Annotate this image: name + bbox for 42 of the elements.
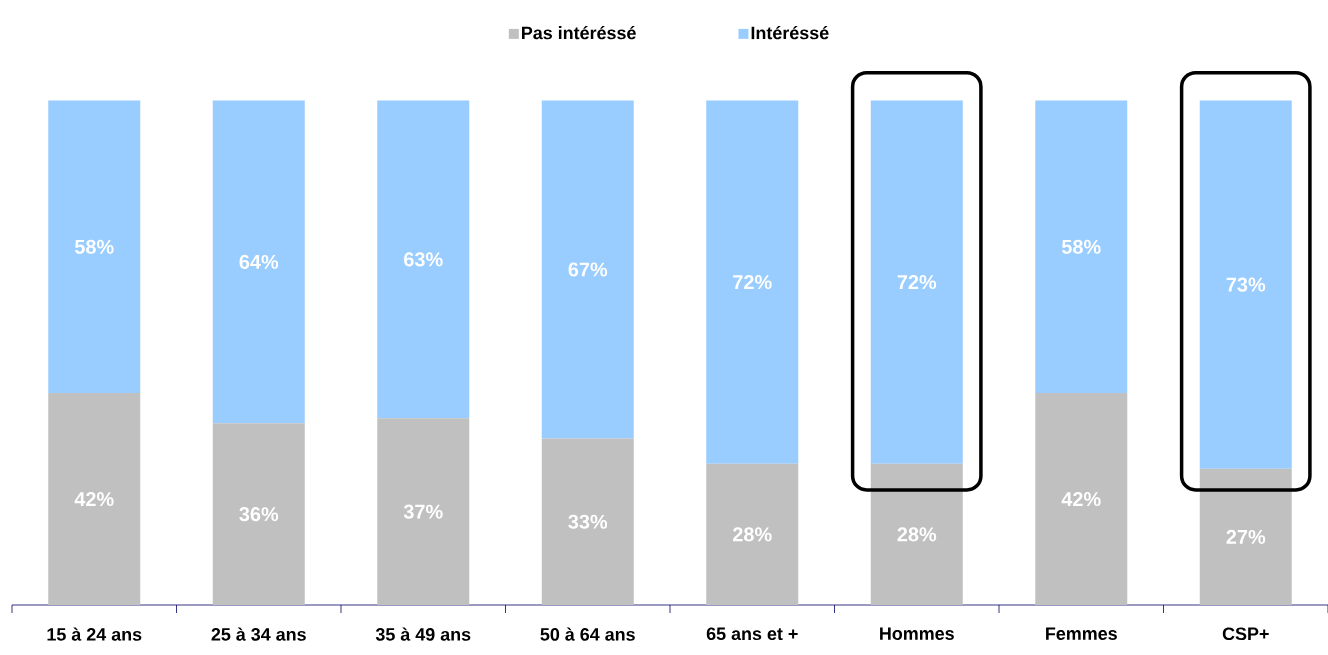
data-label: 64% bbox=[239, 254, 279, 269]
bar bbox=[48, 100, 141, 394]
data-label: 67% bbox=[568, 262, 608, 277]
data-label: 33% bbox=[568, 514, 608, 529]
data-label: 73% bbox=[1226, 277, 1266, 292]
x-tick-label: 25 à 34 ans bbox=[211, 627, 306, 641]
data-label: 58% bbox=[74, 239, 114, 254]
data-label: 63% bbox=[404, 252, 443, 267]
data-label: 27% bbox=[1226, 529, 1266, 544]
bar bbox=[541, 438, 634, 605]
legend-label: Pas intéréssé bbox=[522, 25, 636, 40]
x-tick-label: 15 à 24 ans bbox=[47, 627, 142, 641]
bar bbox=[870, 100, 963, 464]
data-label: 36% bbox=[239, 507, 279, 522]
data-label: 72% bbox=[733, 275, 772, 290]
bar bbox=[377, 100, 470, 419]
data-label: 28% bbox=[897, 527, 937, 542]
bar bbox=[1035, 393, 1128, 605]
bar bbox=[870, 463, 963, 605]
data-label: 42% bbox=[1061, 492, 1101, 507]
bar bbox=[706, 100, 799, 464]
data-label: 42% bbox=[74, 492, 114, 507]
bar bbox=[1199, 468, 1292, 605]
bar bbox=[48, 393, 141, 605]
x-tick-label: CSP+ bbox=[1222, 627, 1269, 641]
bar bbox=[212, 423, 305, 605]
data-label: 72% bbox=[897, 275, 937, 290]
data-label: 37% bbox=[403, 504, 443, 519]
bar bbox=[1035, 100, 1128, 394]
bar bbox=[706, 463, 799, 605]
data-label: 28% bbox=[733, 527, 772, 542]
bar bbox=[212, 100, 305, 424]
legend-label: Intéréssé bbox=[751, 25, 829, 40]
x-tick-label: 50 à 64 ans bbox=[540, 627, 635, 641]
bar bbox=[541, 100, 634, 439]
x-tick-label: Femmes bbox=[1046, 627, 1117, 640]
bar bbox=[1199, 100, 1292, 469]
x-tick-label: Hommes bbox=[880, 627, 954, 640]
bar bbox=[377, 418, 470, 605]
data-label: 58% bbox=[1061, 239, 1101, 254]
x-tick-label: 35 à 49 ans bbox=[375, 627, 471, 641]
x-tick-label: 65 ans et + bbox=[706, 627, 798, 641]
